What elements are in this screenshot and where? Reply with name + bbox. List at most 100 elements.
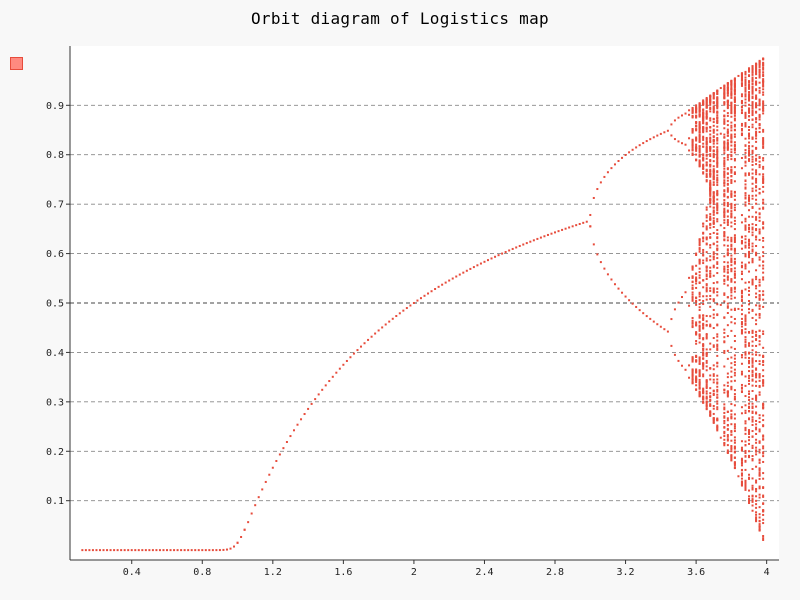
orbit-point bbox=[762, 290, 765, 293]
orbit-point bbox=[755, 495, 758, 498]
orbit-point bbox=[758, 520, 761, 523]
orbit-point bbox=[712, 381, 715, 384]
orbit-point bbox=[331, 375, 334, 378]
orbit-point bbox=[762, 375, 765, 378]
orbit-point bbox=[751, 67, 754, 70]
orbit-point bbox=[698, 148, 701, 151]
orbit-point bbox=[709, 205, 712, 208]
chart-title: Orbit diagram of Logistics map bbox=[251, 9, 549, 28]
orbit-point bbox=[698, 159, 701, 162]
orbit-point bbox=[716, 158, 719, 161]
orbit-point bbox=[758, 354, 761, 357]
orbit-point bbox=[712, 124, 715, 127]
orbit-point bbox=[755, 269, 758, 272]
orbit-point bbox=[716, 209, 719, 212]
orbit-point bbox=[751, 397, 754, 400]
orbit-point bbox=[758, 238, 761, 241]
orbit-point bbox=[730, 279, 733, 282]
orbit-point bbox=[758, 113, 761, 116]
orbit-point bbox=[691, 368, 694, 371]
orbit-point bbox=[716, 96, 719, 99]
orbit-point bbox=[705, 214, 708, 217]
orbit-point bbox=[726, 131, 729, 134]
orbit-point bbox=[709, 182, 712, 185]
orbit-point bbox=[691, 143, 694, 146]
orbit-point bbox=[723, 118, 726, 121]
orbit-point bbox=[755, 405, 758, 408]
orbit-point bbox=[123, 549, 126, 552]
orbit-point bbox=[740, 270, 743, 273]
orbit-point bbox=[730, 121, 733, 124]
orbit-point bbox=[762, 180, 765, 183]
orbit-point bbox=[755, 432, 758, 435]
orbit-point bbox=[730, 92, 733, 95]
orbit-point bbox=[755, 344, 758, 347]
orbit-point bbox=[698, 369, 701, 372]
orbit-point bbox=[705, 400, 708, 403]
orbit-point bbox=[755, 490, 758, 493]
orbit-point bbox=[726, 253, 729, 256]
orbit-point bbox=[726, 141, 729, 144]
orbit-point bbox=[723, 114, 726, 117]
orbit-point bbox=[748, 497, 751, 500]
orbit-point bbox=[730, 155, 733, 158]
orbit-point bbox=[733, 389, 736, 392]
orbit-point bbox=[740, 261, 743, 264]
orbit-point bbox=[345, 359, 348, 362]
orbit-point bbox=[730, 158, 733, 161]
orbit-point bbox=[755, 441, 758, 444]
orbit-point bbox=[723, 184, 726, 187]
orbit-point bbox=[762, 227, 765, 230]
orbit-point bbox=[733, 260, 736, 263]
orbit-point bbox=[733, 451, 736, 454]
orbit-point bbox=[532, 239, 535, 242]
orbit-point bbox=[691, 378, 694, 381]
orbit-point bbox=[363, 342, 366, 345]
orbit-point bbox=[755, 185, 758, 188]
orbit-point bbox=[733, 101, 736, 104]
orbit-point bbox=[748, 433, 751, 436]
orbit-point bbox=[730, 329, 733, 332]
orbit-point bbox=[712, 197, 715, 200]
orbit-point bbox=[116, 549, 119, 552]
y-tick-label: 0.8 bbox=[46, 150, 64, 161]
orbit-point bbox=[751, 245, 754, 248]
orbit-point bbox=[726, 395, 729, 398]
orbit-point bbox=[762, 103, 765, 106]
orbit-point bbox=[723, 391, 726, 394]
orbit-point bbox=[709, 287, 712, 290]
orbit-point bbox=[705, 174, 708, 177]
orbit-point bbox=[730, 291, 733, 294]
orbit-point bbox=[744, 93, 747, 96]
orbit-point bbox=[730, 136, 733, 139]
orbit-point bbox=[758, 487, 761, 490]
orbit-point bbox=[698, 137, 701, 140]
orbit-point bbox=[709, 404, 712, 407]
orbit-point bbox=[705, 161, 708, 164]
orbit-point bbox=[733, 92, 736, 95]
orbit-point bbox=[740, 266, 743, 269]
orbit-point bbox=[726, 252, 729, 255]
orbit-point bbox=[748, 250, 751, 253]
orbit-point bbox=[755, 218, 758, 221]
orbit-point bbox=[716, 408, 719, 411]
orbit-point bbox=[755, 368, 758, 371]
orbit-point bbox=[508, 249, 511, 252]
orbit-point bbox=[702, 262, 705, 265]
orbit-point bbox=[695, 158, 698, 161]
orbit-point bbox=[733, 79, 736, 82]
orbit-point bbox=[730, 308, 733, 311]
orbit-point bbox=[748, 398, 751, 401]
orbit-point bbox=[702, 102, 705, 105]
orbit-point bbox=[723, 216, 726, 219]
orbit-point bbox=[762, 109, 765, 112]
orbit-point bbox=[755, 211, 758, 214]
orbit-point bbox=[709, 153, 712, 156]
orbit-point bbox=[726, 89, 729, 92]
orbit-point bbox=[303, 413, 306, 416]
orbit-point bbox=[744, 187, 747, 190]
orbit-point bbox=[744, 80, 747, 83]
orbit-point bbox=[688, 137, 691, 140]
orbit-point bbox=[730, 268, 733, 271]
orbit-point bbox=[712, 105, 715, 108]
